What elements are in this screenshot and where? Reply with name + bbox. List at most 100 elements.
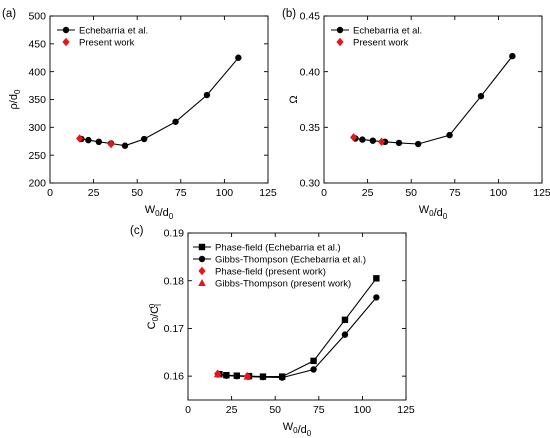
legend-marker: [198, 243, 206, 251]
series: [350, 133, 386, 147]
x-tick-label: 50: [269, 404, 281, 416]
x-axis-label: W0/d0: [145, 204, 174, 221]
x-tick-label: 125: [259, 187, 277, 199]
x-tick-label: 75: [313, 404, 325, 416]
legend-label: Echebarria et al.: [79, 25, 148, 36]
data-point: [121, 142, 129, 149]
x-tick-label: 100: [216, 187, 234, 199]
y-tick-label: 0.18: [164, 275, 185, 287]
data-point: [223, 372, 230, 379]
x-tick-label: 125: [533, 187, 550, 199]
legend-marker: [198, 255, 206, 263]
data-point: [446, 131, 453, 139]
legend-entry: Present work: [62, 37, 135, 48]
panel-label: (a): [2, 8, 16, 20]
y-axis-label: ρ/d0: [8, 89, 22, 109]
legend-entry: Echebarria et al.: [57, 25, 148, 36]
panel-label: (c): [130, 225, 144, 237]
plot-frame: [323, 15, 543, 184]
x-axis-label: W0/d0: [419, 204, 448, 221]
y-axis-label: C0/Cl0: [146, 303, 163, 329]
legend-entry: Echebarria et al.: [331, 25, 422, 36]
legend-label: Gibbs-Thompson (present work): [215, 278, 351, 289]
data-point: [310, 357, 317, 365]
legend-marker: [336, 26, 344, 34]
data-point: [233, 372, 241, 380]
data-point: [477, 92, 485, 100]
data-point: [350, 133, 358, 142]
legend-marker: [198, 279, 206, 286]
chart-panel: 0 25 50 75 100 125 0.30 0.35 0.40 0.45 (b) W0/d0 Ω Ec…: [282, 8, 550, 221]
y-tick-label: 0.19: [164, 228, 185, 240]
y-tick-label: 350: [28, 94, 46, 106]
legend-label: Phase-field (present work): [215, 266, 326, 277]
legend-label: Phase-field (Echebarria et al.): [215, 242, 341, 253]
data-point: [369, 137, 377, 144]
legend-entry: Gibbs-Thompson (present work): [198, 278, 351, 289]
legend-label: Echebarria et al.: [353, 25, 422, 36]
data-point: [172, 118, 179, 125]
x-axis-label: W0/d0: [283, 421, 312, 438]
series: [216, 275, 380, 380]
y-tick-label: 200: [28, 178, 46, 190]
legend-label: Gibbs-Thompson (Echebarria et al.): [215, 254, 366, 265]
y-tick-label: 0.35: [300, 122, 321, 134]
x-tick-label: 50: [131, 187, 143, 199]
series: [213, 370, 252, 380]
data-point: [243, 372, 252, 380]
series: [352, 52, 516, 148]
panel-label: (b): [282, 8, 296, 20]
x-tick-label: 100: [354, 404, 372, 416]
series-line: [355, 55, 513, 145]
legend-marker: [336, 37, 344, 47]
data-point: [95, 138, 103, 146]
data-point: [414, 140, 422, 148]
data-point: [85, 136, 92, 144]
series: [78, 54, 242, 149]
data-point: [310, 366, 317, 373]
y-axis-label: Ω: [288, 95, 300, 103]
y-tick-label: 250: [28, 150, 46, 162]
data-point: [341, 331, 349, 338]
y-tick-label: 0.40: [300, 66, 321, 78]
x-tick-label: 50: [405, 187, 417, 199]
legend-label: Present work: [353, 37, 409, 48]
x-tick-label: 0: [185, 404, 191, 416]
y-tick-label: 450: [28, 38, 46, 50]
data-point: [107, 139, 115, 149]
x-tick-label: 100: [490, 187, 508, 199]
x-tick-label: 75: [449, 187, 461, 199]
data-point: [377, 137, 386, 147]
data-point: [235, 54, 242, 61]
legend-entry: Present work: [336, 37, 409, 48]
x-tick-label: 25: [226, 404, 238, 416]
y-tick-label: 0.16: [164, 371, 185, 383]
legend-marker: [62, 37, 70, 47]
x-tick-label: 0: [321, 187, 327, 199]
data-point: [203, 91, 211, 99]
data-point: [395, 139, 403, 147]
chart-panel: 0 25 50 75 100 125 200 250 300 350 400 450 500 (a) W0/…: [2, 8, 277, 221]
legend-entry: Phase-field (present work): [198, 266, 326, 277]
series-line: [81, 57, 239, 147]
data-point: [278, 374, 286, 381]
data-point: [213, 370, 222, 378]
data-point: [76, 134, 84, 143]
y-tick-label: 0.17: [164, 323, 185, 335]
x-tick-label: 75: [175, 187, 187, 199]
series: [76, 134, 115, 149]
data-point: [509, 52, 516, 60]
data-point: [259, 373, 267, 381]
y-tick-label: 400: [28, 66, 46, 78]
y-tick-label: 500: [28, 11, 46, 23]
data-point: [140, 135, 148, 143]
chart-panel: 0 25 50 75 100 125 0.16 0.17 0.18 0.19 (c) W0/d0 C0/…: [130, 225, 415, 438]
legend-marker: [198, 266, 206, 276]
plot-frame: [187, 232, 407, 401]
y-tick-label: 0.45: [300, 11, 321, 23]
legend-marker: [62, 26, 70, 34]
x-tick-label: 0: [47, 187, 53, 199]
legend-label: Present work: [79, 37, 135, 48]
y-tick-label: 300: [28, 122, 46, 134]
